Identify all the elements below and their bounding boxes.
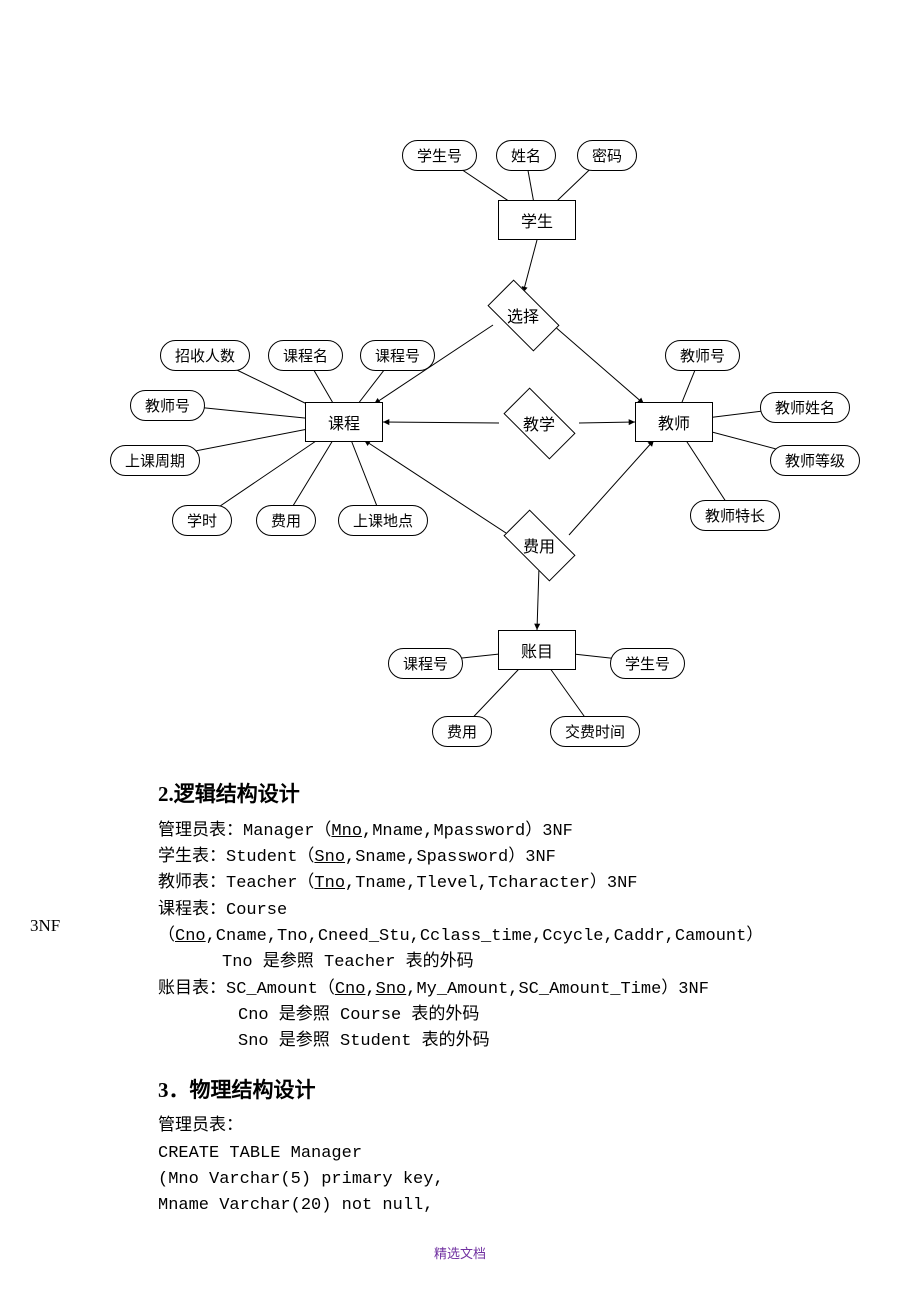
footer: 精选文档 (0, 1243, 920, 1262)
attribute-教师姓名: 教师姓名 (760, 392, 850, 423)
attribute-费用: 费用 (256, 505, 316, 536)
line-manager: 管理员表：Manager（Mno,Mname,Mpassword）3NF (158, 819, 890, 845)
line-account-fk1: Cno 是参照 Course 表的外码 (158, 1003, 890, 1029)
heading-logical-design: 2.逻辑结构设计 (158, 778, 890, 811)
line-teacher: 教师表：Teacher（Tno,Tname,Tlevel,Tcharacter）… (158, 871, 890, 897)
phys-line-3: (Mno Varchar(5) primary key, (158, 1167, 890, 1193)
attribute-课程名: 课程名 (268, 340, 343, 371)
entity-account: 账目 (498, 630, 576, 670)
attribute-课程号: 课程号 (388, 648, 463, 679)
attribute-课程号: 课程号 (360, 340, 435, 371)
relationship-select: 选择 (478, 290, 568, 340)
attribute-教师号: 教师号 (665, 340, 740, 371)
entity-course: 课程 (305, 402, 383, 442)
line-student: 学生表：Student（Sno,Sname,Spassword）3NF (158, 845, 890, 871)
text-section: 2.逻辑结构设计 管理员表：Manager（Mno,Mname,Mpasswor… (0, 778, 920, 950)
line-account: 账目表：SC_Amount（Cno,Sno,My_Amount,SC_Amoun… (158, 977, 890, 1003)
entity-teacher: 教师 (635, 402, 713, 442)
phys-line-4: Mname Varchar(20) not null, (158, 1193, 890, 1219)
phys-line-1: 管理员表： (158, 1114, 890, 1140)
heading-physical-design: 3．物理结构设计 (158, 1074, 890, 1107)
line-course: 课程表：Course（Cno,Cname,Tno,Cneed_Stu,Cclas… (158, 898, 890, 951)
phys-line-2: CREATE TABLE Manager (158, 1141, 890, 1167)
relationship-teach: 教学 (494, 398, 584, 448)
attribute-交费时间: 交费时间 (550, 716, 640, 747)
attribute-教师号: 教师号 (130, 390, 205, 421)
entity-student: 学生 (498, 200, 576, 240)
attribute-教师特长: 教师特长 (690, 500, 780, 531)
attribute-学时: 学时 (172, 505, 232, 536)
attribute-上课地点: 上课地点 (338, 505, 428, 536)
attribute-密码: 密码 (577, 140, 637, 171)
attribute-费用: 费用 (432, 716, 492, 747)
attribute-学生号: 学生号 (402, 140, 477, 171)
relationship-fee: 费用 (494, 520, 584, 570)
diagram-lines (0, 0, 920, 760)
attribute-姓名: 姓名 (496, 140, 556, 171)
attribute-上课周期: 上课周期 (110, 445, 200, 476)
attribute-教师等级: 教师等级 (770, 445, 860, 476)
er-diagram: 学生课程教师账目选择教学费用学生号姓名密码招收人数课程名课程号教师号上课周期学时… (0, 0, 920, 760)
text-section-2: Tno 是参照 Teacher 表的外码 账目表：SC_Amount（Cno,S… (0, 950, 920, 1219)
line-account-fk2: Sno 是参照 Student 表的外码 (158, 1029, 890, 1055)
nf3-label: 3NF (30, 916, 60, 936)
attribute-招收人数: 招收人数 (160, 340, 250, 371)
attribute-学生号: 学生号 (610, 648, 685, 679)
line-course-fk: Tno 是参照 Teacher 表的外码 (158, 950, 890, 976)
